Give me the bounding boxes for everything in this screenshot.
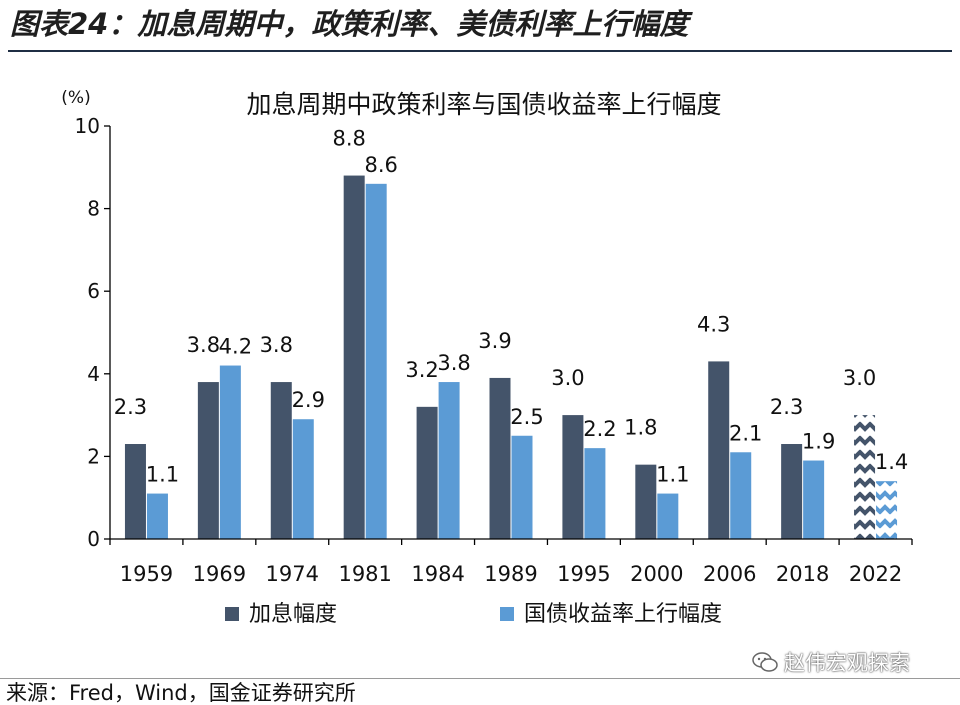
data-label-rate-hike-1995: 3.0 bbox=[551, 366, 584, 390]
data-label-rate-hike-1959: 2.3 bbox=[114, 395, 147, 419]
bar-rate-hike-1989 bbox=[489, 377, 511, 539]
data-label-rate-hike-2018: 2.3 bbox=[770, 395, 803, 419]
bar-yield-rise-2000 bbox=[657, 493, 679, 539]
x-tick-label: 2006 bbox=[703, 562, 756, 586]
bar-rate-hike-1981 bbox=[343, 175, 365, 539]
x-tick-label: 2000 bbox=[630, 562, 683, 586]
data-label-rate-hike-1989: 3.9 bbox=[478, 329, 511, 353]
legend-label: 国债收益率上行幅度 bbox=[524, 602, 722, 627]
data-label-rate-hike-1981: 8.8 bbox=[332, 127, 365, 151]
data-label-rate-hike-2022: 3.0 bbox=[843, 366, 876, 390]
x-tick-label: 1981 bbox=[338, 562, 391, 586]
y-unit-label: (%) bbox=[61, 88, 90, 108]
figure-title: 图表24：加息周期中，政策利率、美债利率上行幅度 bbox=[10, 7, 689, 41]
data-label-yield-rise-2022: 1.4 bbox=[875, 450, 908, 474]
bar-yield-rise-1974 bbox=[292, 419, 314, 539]
bars bbox=[124, 175, 898, 539]
y-tick-label: 10 bbox=[75, 114, 100, 138]
bar-rate-hike-1969 bbox=[197, 382, 219, 539]
x-tick-label: 1959 bbox=[120, 562, 173, 586]
bar-yield-rise-1989 bbox=[511, 435, 533, 539]
bar-yield-rise-1981 bbox=[365, 183, 387, 539]
y-tick-label: 0 bbox=[87, 527, 100, 551]
data-label-yield-rise-1969: 4.2 bbox=[219, 335, 252, 359]
data-label-yield-rise-1995: 2.2 bbox=[583, 417, 616, 441]
x-tick-label: 2018 bbox=[776, 562, 829, 586]
data-label-rate-hike-1974: 3.8 bbox=[260, 333, 293, 357]
y-axis: 0 2 4 6 8 10 bbox=[75, 114, 111, 551]
data-label-yield-rise-2000: 1.1 bbox=[656, 463, 689, 487]
legend-swatch bbox=[500, 607, 514, 621]
data-label-rate-hike-2000: 1.8 bbox=[624, 416, 657, 440]
watermark: 赵伟宏观探索 bbox=[752, 647, 910, 677]
bar-rate-hike-1995 bbox=[562, 415, 584, 539]
bar-yield-rise-1959 bbox=[146, 493, 168, 539]
bar-rate-hike-2018 bbox=[781, 444, 803, 539]
footer-divider bbox=[0, 678, 960, 679]
data-label-rate-hike-2006: 4.3 bbox=[697, 312, 730, 336]
data-label-yield-rise-1959: 1.1 bbox=[146, 463, 179, 487]
data-label-yield-rise-2006: 2.1 bbox=[729, 421, 762, 445]
y-tick-label: 8 bbox=[87, 197, 100, 221]
legend-label: 加息幅度 bbox=[249, 602, 337, 627]
title-divider bbox=[8, 50, 952, 52]
bar-yield-rise-2018 bbox=[803, 460, 825, 539]
data-label-yield-rise-1989: 2.5 bbox=[510, 405, 543, 429]
bar-yield-rise-1984 bbox=[438, 382, 460, 539]
data-label-rate-hike-1969: 3.8 bbox=[187, 333, 220, 357]
x-tick-label: 1974 bbox=[266, 562, 319, 586]
x-tick-label: 1989 bbox=[484, 562, 537, 586]
source-note: 来源：Fred，Wind，国金证券研究所 bbox=[6, 681, 356, 705]
bar-yield-rise-2022 bbox=[876, 481, 898, 539]
data-label-yield-rise-2018: 1.9 bbox=[802, 430, 835, 454]
x-tick-label: 1969 bbox=[193, 562, 246, 586]
watermark-text: 赵伟宏观探索 bbox=[784, 651, 910, 675]
legend: 加息幅度 国债收益率上行幅度 bbox=[225, 602, 722, 627]
x-tick-label: 2022 bbox=[849, 562, 902, 586]
wechat-icon bbox=[752, 652, 778, 672]
y-tick-label: 2 bbox=[87, 444, 100, 468]
x-tick-label: 1995 bbox=[557, 562, 610, 586]
bar-yield-rise-1969 bbox=[219, 365, 241, 539]
data-label-yield-rise-1981: 8.6 bbox=[364, 153, 397, 177]
bar-yield-rise-2006 bbox=[730, 452, 752, 539]
bar-rate-hike-1974 bbox=[270, 382, 292, 539]
data-label-yield-rise-1984: 3.8 bbox=[437, 351, 470, 375]
bar-rate-hike-1984 bbox=[416, 406, 438, 539]
bar-yield-rise-1995 bbox=[584, 448, 606, 539]
data-label-rate-hike-1984: 3.2 bbox=[405, 358, 438, 382]
x-axis: 1959 1969 1974 1981 1984 1989 1995 2000 2006 2018… bbox=[109, 538, 913, 586]
bar-rate-hike-1959 bbox=[124, 444, 146, 539]
data-labels: 2.31.13.84.2 3.82.98.88.63.23.83.92.53.02… bbox=[114, 127, 908, 487]
data-label-yield-rise-1974: 2.9 bbox=[292, 388, 325, 412]
legend-swatch bbox=[225, 607, 239, 621]
bar-rate-hike-2000 bbox=[635, 464, 657, 539]
bar-rate-hike-2006 bbox=[708, 361, 730, 539]
chart-title: 加息周期中政策利率与国债收益率上行幅度 bbox=[246, 90, 721, 119]
x-tick-label: 1984 bbox=[411, 562, 464, 586]
y-tick-label: 6 bbox=[87, 279, 100, 303]
y-tick-label: 4 bbox=[87, 362, 100, 386]
bar-rate-hike-2022 bbox=[854, 415, 876, 539]
